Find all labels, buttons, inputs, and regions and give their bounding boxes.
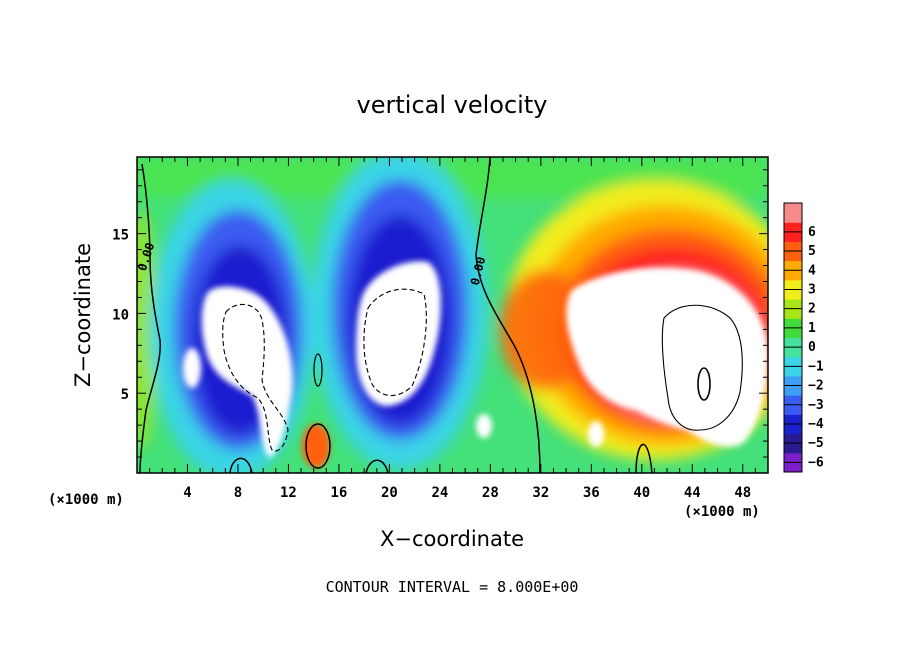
y-tick-label: 15 <box>112 228 129 244</box>
colorbar-label: 2 <box>808 302 816 317</box>
colorbar-label: −4 <box>808 417 824 432</box>
colorbar-label: 0 <box>808 340 816 355</box>
core-left-small <box>183 348 201 388</box>
neg-contour-center <box>363 288 427 397</box>
chart-title: vertical velocity <box>357 91 548 119</box>
contour-interval-note: CONTOUR INTERVAL = 8.000E+00 <box>326 578 579 596</box>
core-right-updraft <box>566 267 768 447</box>
field-right-tail <box>500 270 590 390</box>
pos-contour-right-small <box>697 367 711 401</box>
x-tick-label: 36 <box>583 485 600 501</box>
y-tick-label: 5 <box>121 387 129 403</box>
x-tick-label: 8 <box>234 485 242 501</box>
y-axis-label: Z−coordinate <box>71 243 95 387</box>
x-unit-label: (×1000 m) <box>684 504 760 520</box>
contour-lines <box>139 157 743 473</box>
core-center-small <box>476 414 492 438</box>
core-low-warm <box>302 424 330 468</box>
core-layer <box>183 261 768 468</box>
x-tick-label: 20 <box>381 485 398 501</box>
x-tick-label: 12 <box>280 485 297 501</box>
zero-contour-bump-c <box>635 443 653 473</box>
colorbar-swatch <box>784 203 802 223</box>
colorbar-label: 5 <box>808 244 816 259</box>
x-tick-label: 32 <box>532 485 549 501</box>
colorbar-label: 4 <box>808 263 816 278</box>
core-center-downdraft <box>356 261 441 406</box>
colorbar-label: −5 <box>808 436 824 451</box>
colorbar-label: −2 <box>808 379 824 394</box>
colorbar-label: 1 <box>808 321 816 336</box>
y-tick-label: 10 <box>112 307 129 323</box>
x-tick-label: 16 <box>330 485 347 501</box>
zero-contour-left <box>139 163 161 473</box>
zero-contour-center <box>475 157 541 473</box>
x-axis-label: X−coordinate <box>380 527 524 551</box>
contour-label-center: 0.00 <box>468 255 489 286</box>
x-tick-label: 24 <box>431 485 448 501</box>
zero-contour-small-c <box>313 353 323 387</box>
core-left-downdraft <box>201 286 293 458</box>
colorbar-label: 3 <box>808 282 816 297</box>
y-unit-label: (×1000 m) <box>48 492 124 508</box>
x-tick-label: 44 <box>684 485 701 501</box>
core-right-small <box>588 421 604 447</box>
neg-contour-left <box>222 303 289 452</box>
colorbar-label: 6 <box>808 225 816 240</box>
colorbar: −6 −5 −4 −3 −2 −1 0 1 2 3 4 5 6 <box>783 202 824 473</box>
zero-contour-low-warm <box>305 423 331 469</box>
pos-contour-right <box>661 304 743 431</box>
x-tick-label: 40 <box>633 485 650 501</box>
x-tick-label: 48 <box>734 485 751 501</box>
colorbar-label: −6 <box>808 455 824 470</box>
x-tick-label: 28 <box>482 485 499 501</box>
colorbar-label: −3 <box>808 398 824 413</box>
zero-contour-bump-b <box>365 459 389 473</box>
x-tick-label: 4 <box>183 485 191 501</box>
colorbar-frame <box>783 202 803 473</box>
colorbar-label: −1 <box>808 359 824 374</box>
